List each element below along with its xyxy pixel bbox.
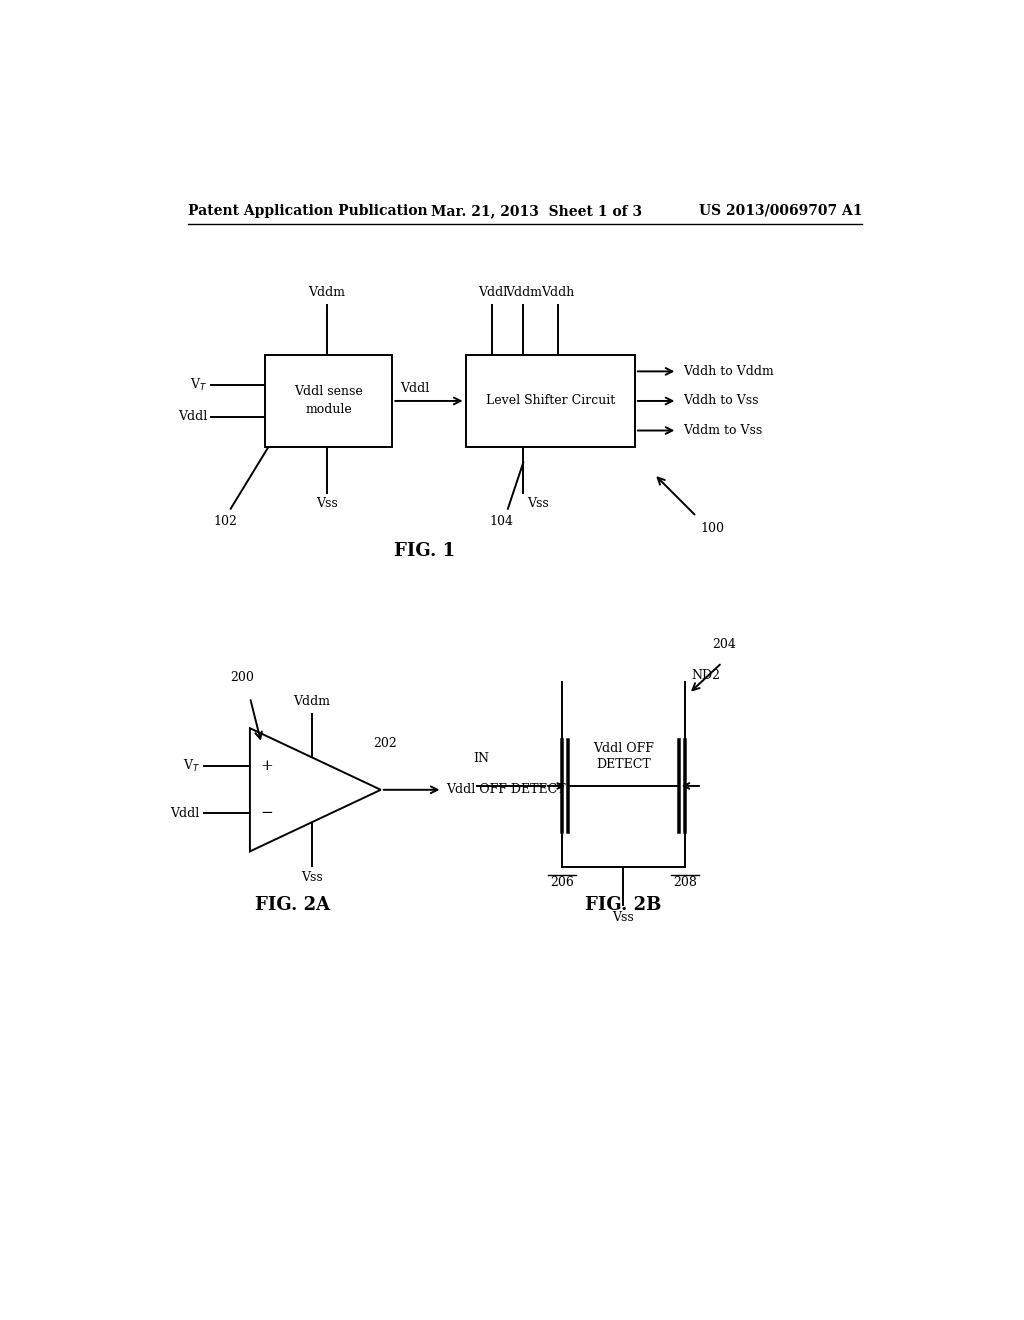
Text: 100: 100: [700, 521, 724, 535]
Text: 200: 200: [230, 671, 255, 684]
Text: Vddl: Vddl: [171, 807, 200, 820]
Text: +: +: [260, 759, 273, 774]
Text: Vss: Vss: [316, 498, 338, 511]
Text: US 2013/0069707 A1: US 2013/0069707 A1: [698, 203, 862, 218]
Polygon shape: [250, 729, 381, 851]
Text: 202: 202: [373, 737, 397, 750]
Text: Vddl OFF
DETECT: Vddl OFF DETECT: [593, 742, 653, 771]
Text: Level Shifter Circuit: Level Shifter Circuit: [485, 395, 614, 408]
Text: Vddl: Vddl: [178, 411, 208, 424]
Bar: [466, 355, 635, 447]
Text: Vddm to Vss: Vddm to Vss: [683, 424, 763, 437]
Text: Vddm: Vddm: [308, 286, 345, 300]
Text: 104: 104: [489, 515, 514, 528]
Text: Patent Application Publication: Patent Application Publication: [188, 203, 428, 218]
Text: Vss: Vss: [301, 871, 323, 884]
Text: V$_T$: V$_T$: [182, 759, 200, 775]
Text: Vddh to Vddm: Vddh to Vddm: [683, 364, 774, 378]
Text: 102: 102: [213, 515, 238, 528]
Text: Vddh to Vss: Vddh to Vss: [683, 395, 759, 408]
Text: Vddh: Vddh: [542, 286, 574, 300]
Text: ND2: ND2: [691, 669, 720, 682]
Text: Vddm: Vddm: [293, 696, 330, 708]
Text: FIG. 2B: FIG. 2B: [585, 896, 662, 915]
Text: FIG. 2A: FIG. 2A: [255, 896, 330, 915]
Text: Vddl: Vddl: [400, 381, 429, 395]
Text: V$_T$: V$_T$: [190, 378, 208, 393]
Text: IN: IN: [473, 752, 489, 766]
Text: 206: 206: [550, 876, 573, 890]
Bar: [265, 355, 392, 447]
Text: FIG. 1: FIG. 1: [393, 543, 455, 560]
Text: Vddl: Vddl: [478, 286, 507, 300]
Text: −: −: [260, 807, 273, 820]
Text: 208: 208: [673, 876, 697, 890]
Text: Vss: Vss: [612, 911, 634, 924]
Text: Mar. 21, 2013  Sheet 1 of 3: Mar. 21, 2013 Sheet 1 of 3: [431, 203, 642, 218]
Text: Vss: Vss: [527, 498, 549, 511]
Text: Vddl sense
module: Vddl sense module: [295, 385, 364, 416]
Text: Vddm: Vddm: [505, 286, 542, 300]
Text: 204: 204: [712, 638, 736, 651]
Text: Vddl OFF DETECT: Vddl OFF DETECT: [446, 783, 566, 796]
